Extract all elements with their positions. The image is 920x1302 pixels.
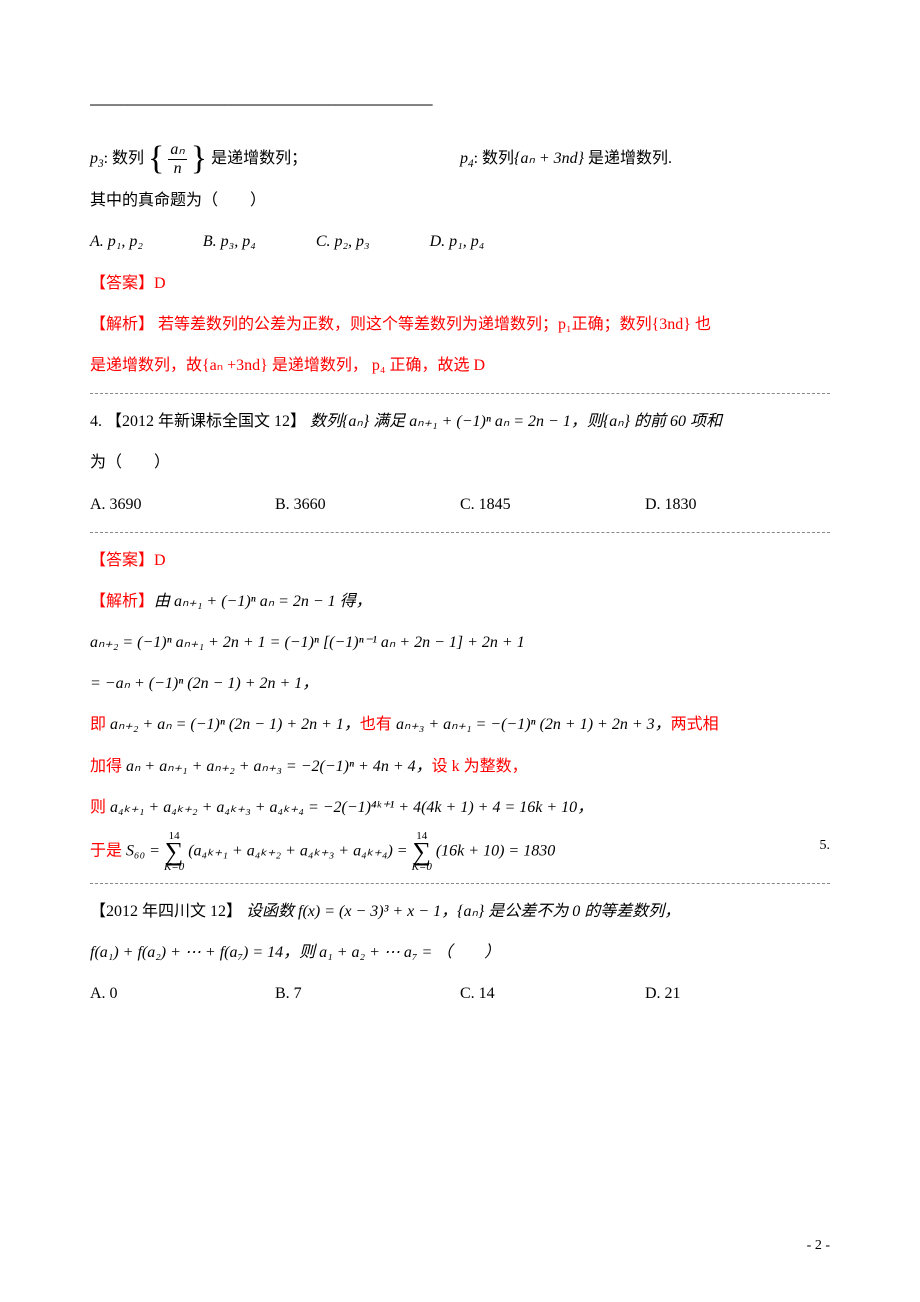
p4-post: 是递增数列.	[584, 150, 672, 167]
q5-stem-a: 设函数 f(x) = (x − 3)³ + x − 1，{aₙ} 是公差不为 0…	[246, 903, 680, 920]
q4-option-b: B. 3660	[275, 487, 460, 522]
p3-p4-row: p3: 数列 { aₙ n } 是递增数列； p4: 数列{aₙ + 3nd} …	[90, 141, 830, 177]
q3-answer: 【答案】D	[90, 266, 830, 301]
q4-exp-l4b: aₙ₊₃ + aₙ₊₁ = −(−1)ⁿ (2n + 1) + 2n + 3，	[392, 716, 671, 733]
p4-seq: {aₙ + 3nd}	[514, 150, 584, 167]
sigma-icon: ∑	[164, 842, 184, 862]
q4-source: 【2012 年新课标全国文 12】	[106, 413, 306, 430]
q4-exp-l7-pre: 于是	[90, 843, 122, 860]
q4-exp-label: 【解析】	[90, 593, 154, 610]
q5-options: A. 0 B. 7 C. 14 D. 21	[90, 976, 830, 1011]
q3-explain-label: 【解析】	[90, 316, 154, 333]
q4-exp-l5: 加得 aₙ + aₙ₊₁ + aₙ₊₂ + aₙ₊₃ = −2(−1)ⁿ + 4…	[90, 749, 830, 784]
q4-exp-l3: = −aₙ + (−1)ⁿ (2n − 1) + 2n + 1，	[90, 666, 830, 701]
q3-explain-1: 【解析】 若等差数列的公差为正数，则这个等差数列为递增数列；p₁正确；数列{3n…	[90, 307, 830, 342]
q5-stem-2: f(a₁) + f(a₂) + ⋯ + f(a₇) = 14，则 a₁ + a₂…	[90, 935, 830, 970]
q3-explain-2: 是递增数列，故{aₙ +3nd} 是递增数列， p₄ 正确，故选 D	[90, 348, 830, 383]
p4-symbol: p4	[460, 150, 474, 167]
divider-1	[90, 393, 830, 394]
q5-option-b: B. 7	[275, 976, 460, 1011]
q4-exp-1: 【解析】由 aₙ₊₁ + (−1)ⁿ aₙ = 2n − 1 得，	[90, 584, 830, 619]
page-container: ————————————————————————————————————————…	[0, 0, 920, 1302]
q4-exp-l7-b: (a₄ₖ₊₁ + a₄ₖ₊₂ + a₄ₖ₊₃ + a₄ₖ₊₄) =	[188, 843, 411, 860]
page-number: - 2 -	[807, 1231, 830, 1262]
p3-symbol: p3	[90, 150, 104, 167]
q4-stem-2: 为（ ）	[90, 445, 830, 480]
p3-pre: : 数列	[104, 150, 144, 167]
q4-answer: 【答案】D	[90, 543, 830, 578]
frac-num: aₙ	[168, 141, 186, 160]
q4-number: 4.	[90, 413, 102, 430]
q4-exp-l4-pre: 即	[90, 716, 106, 733]
p4-pre: : 数列	[474, 150, 514, 167]
q4-exp-l4-mid: 也有	[360, 716, 392, 733]
left-brace: {	[148, 145, 164, 173]
right-brace: }	[191, 145, 207, 173]
q4-option-c: C. 1845	[460, 487, 645, 522]
q5-option-c: C. 14	[460, 976, 645, 1011]
sum-symbol-1: 14 ∑ K=0	[164, 831, 184, 873]
q5-source: 【2012 年四川文 12】	[90, 903, 242, 920]
sum2-bot: K=0	[412, 862, 432, 873]
q5-option-a: A. 0	[90, 976, 275, 1011]
p3-statement: p3: 数列 { aₙ n } 是递增数列；	[90, 141, 460, 177]
q5-stem-1: 【2012 年四川文 12】 设函数 f(x) = (x − 3)³ + x −…	[90, 894, 830, 929]
sigma-icon-2: ∑	[412, 842, 432, 862]
p3-fraction: aₙ n	[168, 141, 186, 177]
q4-option-a: A. 3690	[90, 487, 275, 522]
sum-symbol-2: 14 ∑ K=0	[412, 831, 432, 873]
q4-stem-a: 数列{aₙ} 满足 aₙ₊₁ + (−1)ⁿ aₙ = 2n − 1，则{aₙ}…	[310, 413, 722, 430]
q4-exp-l2: aₙ₊₂ = (−1)ⁿ aₙ₊₁ + 2n + 1 = (−1)ⁿ [(−1)…	[90, 625, 830, 660]
q4-exp-l1: 由 aₙ₊₁ + (−1)ⁿ aₙ = 2n − 1 得，	[154, 593, 372, 610]
q4-exp-l4-post: 两式相	[671, 716, 719, 733]
q3-stem: 其中的真命题为（ ）	[90, 183, 830, 218]
q4-exp-l5-post: 设 k 为整数，	[432, 758, 528, 775]
q5-option-d: D. 21	[645, 976, 830, 1011]
p3-post: 是递增数列；	[211, 150, 307, 167]
q4-exp-l4: 即 aₙ₊₂ + aₙ = (−1)ⁿ (2n − 1) + 2n + 1，也有…	[90, 707, 830, 742]
q4-exp-l7-a: S₆₀ =	[122, 843, 164, 860]
q3-option-a: A. p₁, p₂	[90, 224, 143, 259]
q3-options: A. p₁, p₂ B. p₃, p₄ C. p₂, p₃ D. p₁, p₄	[90, 224, 830, 259]
q4-stem-1: 4. 【2012 年新课标全国文 12】 数列{aₙ} 满足 aₙ₊₁ + (−…	[90, 404, 830, 439]
p4-statement: p4: 数列{aₙ + 3nd} 是递增数列.	[460, 141, 830, 177]
q4-exp-l6-pre: 则	[90, 799, 106, 816]
divider-3	[90, 883, 830, 884]
q3-option-c: C. p₂, p₃	[316, 224, 370, 259]
q4-exp-l5-body: aₙ + aₙ₊₁ + aₙ₊₂ + aₙ₊₃ = −2(−1)ⁿ + 4n +…	[122, 758, 432, 775]
q3-option-d: D. p₁, p₄	[430, 224, 485, 259]
q4-options: A. 3690 B. 3660 C. 1845 D. 1830	[90, 487, 830, 522]
divider-2	[90, 532, 830, 533]
frac-den: n	[168, 160, 186, 178]
sum1-bot: K=0	[164, 862, 184, 873]
q3-option-b: B. p₃, p₄	[203, 224, 256, 259]
q4-exp-l6: 则 a₄ₖ₊₁ + a₄ₖ₊₂ + a₄ₖ₊₃ + a₄ₖ₊₄ = −2(−1)…	[90, 790, 830, 825]
header-rule: ————————————————————————————————————————…	[90, 90, 830, 121]
q4-exp-l7-c: (16k + 10) = 1830	[436, 843, 555, 860]
q4-exp-l4-body: aₙ₊₂ + aₙ = (−1)ⁿ (2n − 1) + 2n + 1，	[106, 716, 360, 733]
q4-exp-l5-pre: 加得	[90, 758, 122, 775]
q5-number-trailing: 5.	[820, 831, 831, 862]
q4-exp-l7: 于是 S₆₀ = 14 ∑ K=0 (a₄ₖ₊₁ + a₄ₖ₊₂ + a₄ₖ₊₃…	[90, 831, 830, 873]
q4-exp-l6-body: a₄ₖ₊₁ + a₄ₖ₊₂ + a₄ₖ₊₃ + a₄ₖ₊₄ = −2(−1)⁴ᵏ…	[106, 799, 593, 816]
q3-explain-text-1: 若等差数列的公差为正数，则这个等差数列为递增数列；p₁正确；数列{3nd} 也	[154, 316, 711, 333]
q4-option-d: D. 1830	[645, 487, 830, 522]
